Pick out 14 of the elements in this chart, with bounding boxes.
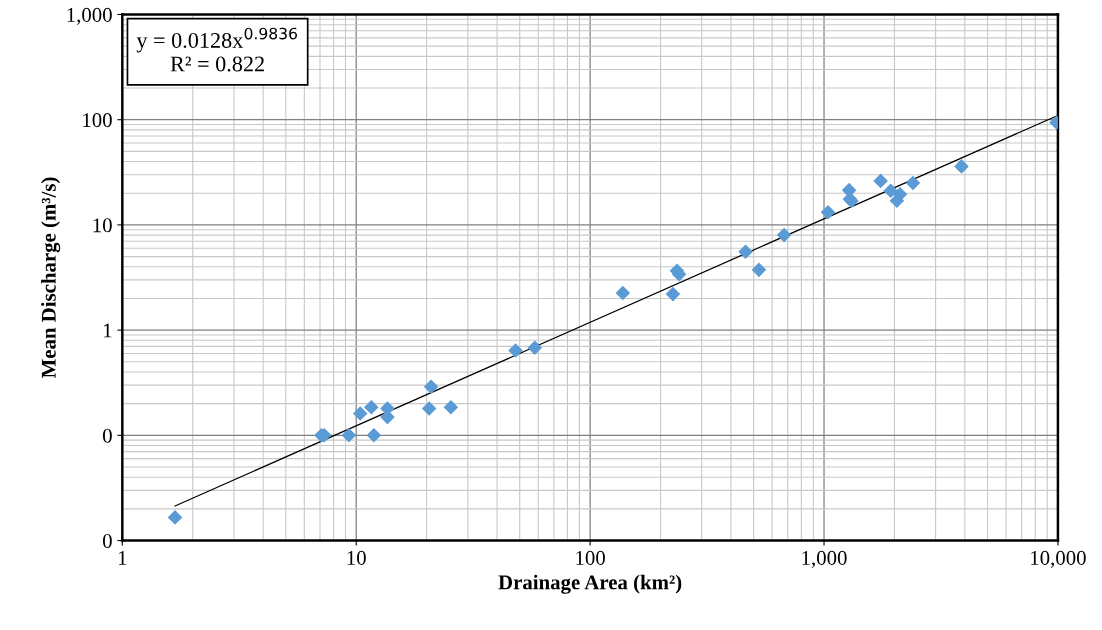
y-tick-label: 100 (83, 113, 112, 128)
x-tick-label: 1,000 (802, 550, 847, 568)
x-tick-label: 1 (118, 550, 127, 565)
x-tick-label: 10,000 (1031, 550, 1086, 568)
y-tick-label: 1,000 (67, 7, 112, 25)
y-tick-label: 0 (102, 428, 112, 443)
x-tick-label: 10 (347, 550, 366, 565)
y-tick-label: 1 (104, 323, 112, 338)
x-tick-label: 100 (576, 550, 605, 565)
annotation: y = 0.0128x$^{0.9836}$ R² = 0.822 (136, 27, 297, 72)
y-axis-title: Mean Discharge (m³/s) (41, 177, 61, 379)
y-tick-label: 10 (93, 218, 112, 233)
x-axis-title: Drainage Area (km²) (498, 574, 682, 594)
y-tick-label: 0 (102, 533, 112, 548)
